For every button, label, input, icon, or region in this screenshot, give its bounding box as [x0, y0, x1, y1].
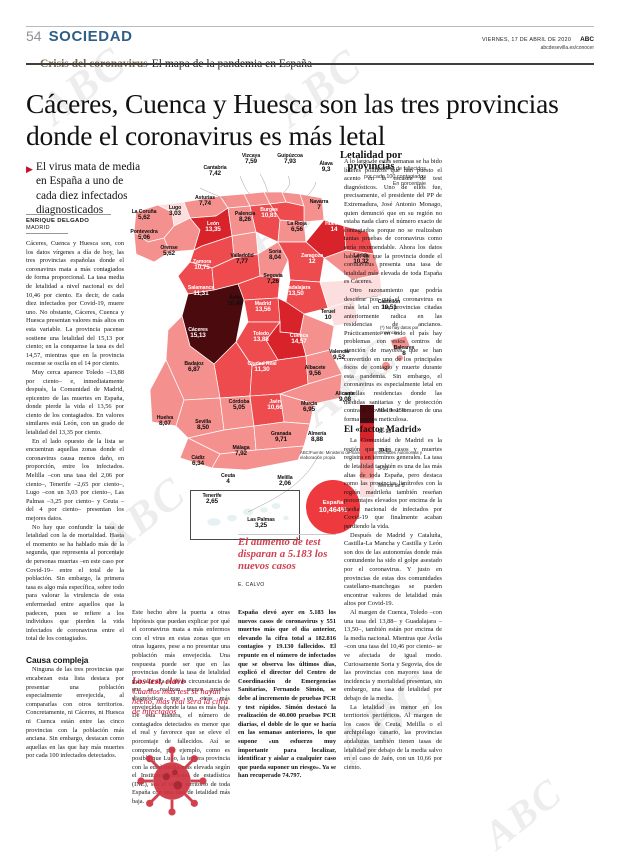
- spain-label: España: [322, 499, 344, 506]
- map-title: Letalidad por provincias: [339, 150, 403, 172]
- paragraph: Después de Madrid y Cataluña, Castilla-L…: [344, 531, 442, 608]
- bullet-arrow-icon: ▶: [26, 164, 33, 174]
- body-column-4: A lo largo de estas semanas se ha bido l…: [344, 158, 442, 772]
- masthead-right: VIERNES, 17 DE ABRIL DE 2020 ABC abcdese…: [482, 28, 594, 52]
- lead-text: El virus mata de media en España a uno d…: [36, 161, 141, 217]
- map-subtitle-line2: por cada 100 contagiados: [363, 173, 426, 180]
- map-asterisk-note: (*) No hay datos por provincias: [380, 325, 419, 336]
- paragraph: A lo largo de estas semanas se ha bido l…: [344, 158, 442, 286]
- legend-color-bar: [360, 405, 374, 497]
- legend-item-1: 13-15: [378, 429, 392, 435]
- paragraph: Cáceres, Cuenca y Huesca son, con los da…: [26, 240, 124, 368]
- brand-logo: ABC: [580, 36, 594, 43]
- byline-rule: [26, 214, 111, 215]
- spain-total-badge: España 10,464%: [306, 480, 360, 534]
- byline: ENRIQUE DELGADO MADRID: [26, 218, 146, 234]
- paragraph: Otro razonamiento que podría descifrar p…: [344, 286, 442, 423]
- paragraph: Ninguna de las tres provincias que encab…: [26, 666, 124, 760]
- lead-paragraph: ▶ El virus mata de media en España a uno…: [26, 160, 144, 217]
- page-title: Cáceres, Cuenca y Huesca son las tres pr…: [26, 88, 559, 151]
- spain-value: 10,464%: [318, 505, 348, 515]
- paragraph: Muy cerca aparece Toledo –13,88 por cien…: [26, 368, 124, 437]
- pull-quote-title: Los test, clave: [132, 676, 185, 686]
- top-rule: [26, 26, 594, 27]
- paragraph: La Comunidad de Madrid es la región que …: [344, 437, 442, 531]
- legend-item-0: Más de 15%: [378, 408, 407, 414]
- body-column-1: Cáceres, Cuenca y Huesca son, con los da…: [26, 240, 124, 644]
- sidebar-headline: El aumento de test disparan a 5.183 los …: [238, 536, 328, 572]
- kicker-rule: [26, 63, 594, 65]
- sidebar-rule: [238, 534, 336, 535]
- byline-author: ENRIQUE DELGADO: [26, 218, 90, 224]
- legend-item-3: 5-10: [378, 466, 389, 472]
- subheading-factor-madrid: El «factor Madrid»: [344, 425, 422, 436]
- map-subtitle-line1: Número de fallecidos: [375, 166, 426, 172]
- map-subtitle: Número de fallecidos por cada 100 contag…: [306, 166, 426, 189]
- paragraph: España elevó ayer en 5.183 los nuevos ca…: [238, 609, 336, 780]
- paragraph: En el lado opuesto de la lista se encuen…: [26, 437, 124, 522]
- watermark: ABC: [475, 769, 571, 858]
- body-column-3: España elevó ayer en 5.183 los nuevos ca…: [238, 609, 336, 781]
- spain-choropleth-svg: [133, 173, 411, 527]
- subheading-causa-compleja: Causa compleja: [26, 655, 89, 665]
- website-url: abcdesevilla.es/conocer: [540, 45, 594, 52]
- coronavirus-illustration: [137, 746, 207, 816]
- pull-quote: Los test, clave Cuantos más test se haya…: [132, 676, 230, 717]
- page-folio: 54: [26, 28, 42, 44]
- paragraph: No hay que confundir la tasa de letalida…: [26, 523, 124, 643]
- sidebar-byline: E. CALVO: [238, 582, 265, 588]
- section-name: SOCIEDAD: [48, 28, 133, 45]
- paragraph: Al margen de Cuenca, Toledo –con una tas…: [344, 609, 442, 702]
- byline-city: MADRID: [26, 225, 68, 234]
- paragraph: La letalidad es menor en los territorios…: [344, 703, 442, 771]
- map-subtitle-line3: En porcentaje: [392, 181, 426, 188]
- legend-item-4: Menos de 5: [378, 483, 405, 489]
- legend-item-2: 10-13: [378, 448, 392, 454]
- pull-quote-text: Cuantos más test se hayan hecho, más rea…: [132, 687, 228, 717]
- issue-date: VIERNES, 17 DE ABRIL DE 2020: [482, 37, 572, 43]
- body-column-1-lower: Causa compleja Ninguna de las tres provi…: [26, 655, 124, 761]
- canary-islands-inset: [190, 490, 300, 540]
- masthead: 54 SOCIEDAD VIERNES, 17 DE ABRIL DE 2020…: [26, 28, 594, 72]
